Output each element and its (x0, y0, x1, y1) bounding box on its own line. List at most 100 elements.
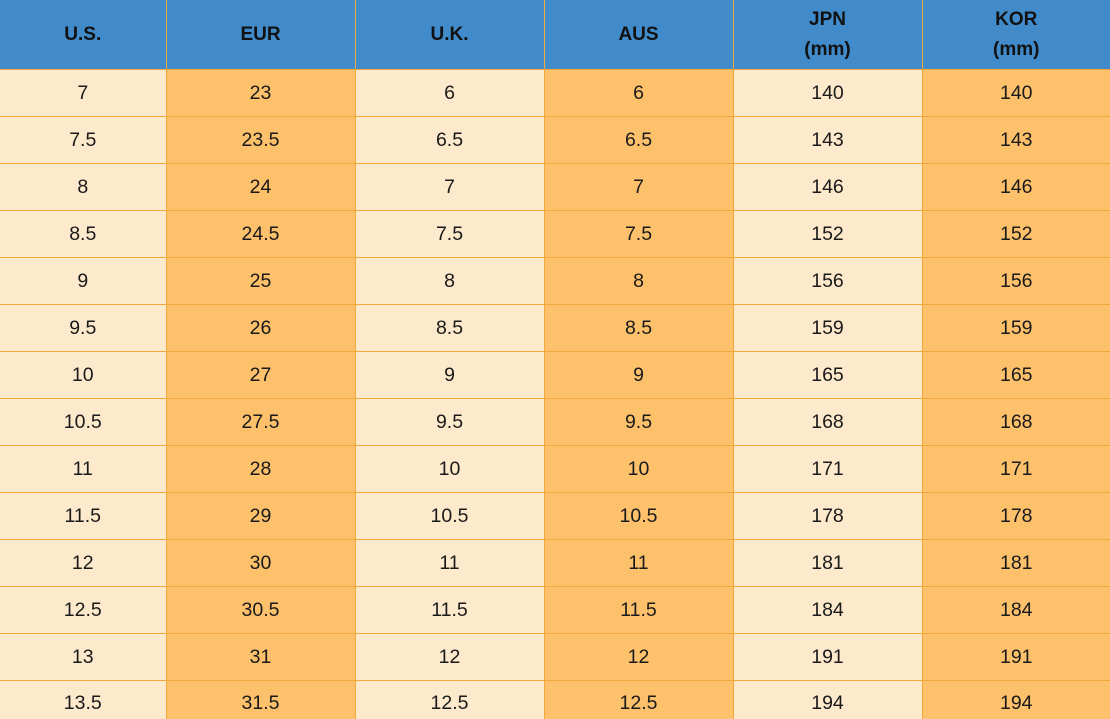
cell-jpn-mm: 181 (732, 539, 923, 587)
table-row: 8.5 24.5 7.5 7.5 152 152 (0, 210, 1110, 258)
cell-eur: 31 (165, 633, 356, 681)
cell-eur: 23.5 (165, 116, 356, 164)
table-body: 7 23 6 6 140 140 7.5 23.5 6.5 6.5 143 143 8 24 7 7 146 14… (0, 69, 1110, 719)
table-row: 12 30 11 11 181 181 (0, 539, 1110, 587)
cell-eur: 27.5 (165, 398, 356, 446)
cell-kor-mm: 181 (921, 539, 1110, 587)
table-row: 8 24 7 7 146 146 (0, 163, 1110, 211)
cell-us: 13 (0, 633, 167, 681)
cell-jpn-mm: 184 (732, 586, 923, 634)
cell-eur: 30.5 (165, 586, 356, 634)
table-row: 7.5 23.5 6.5 6.5 143 143 (0, 116, 1110, 164)
cell-eur: 25 (165, 257, 356, 305)
cell-jpn-mm: 159 (732, 304, 923, 352)
cell-us: 12 (0, 539, 167, 587)
cell-kor-mm: 171 (921, 445, 1110, 493)
cell-aus: 12 (543, 633, 734, 681)
cell-uk: 12.5 (354, 680, 545, 719)
cell-aus: 6 (543, 69, 734, 117)
cell-kor-mm: 168 (921, 398, 1110, 446)
header-kor-mm: KOR (mm) (921, 0, 1110, 70)
cell-kor-mm: 194 (921, 680, 1110, 719)
cell-uk: 10.5 (354, 492, 545, 540)
cell-aus: 8 (543, 257, 734, 305)
cell-aus: 6.5 (543, 116, 734, 164)
cell-kor-mm: 184 (921, 586, 1110, 634)
cell-eur: 30 (165, 539, 356, 587)
cell-eur: 28 (165, 445, 356, 493)
cell-uk: 11 (354, 539, 545, 587)
header-eur: EUR (165, 0, 356, 70)
header-us: U.S. (0, 0, 167, 70)
cell-kor-mm: 178 (921, 492, 1110, 540)
cell-kor-mm: 146 (921, 163, 1110, 211)
cell-jpn-mm: 140 (732, 69, 923, 117)
cell-aus: 9 (543, 351, 734, 399)
cell-eur: 27 (165, 351, 356, 399)
table-row: 10.5 27.5 9.5 9.5 168 168 (0, 398, 1110, 446)
cell-eur: 24.5 (165, 210, 356, 258)
cell-uk: 6.5 (354, 116, 545, 164)
cell-eur: 26 (165, 304, 356, 352)
cell-uk: 12 (354, 633, 545, 681)
cell-aus: 11.5 (543, 586, 734, 634)
cell-us: 7.5 (0, 116, 167, 164)
cell-us: 9.5 (0, 304, 167, 352)
cell-jpn-mm: 146 (732, 163, 923, 211)
cell-us: 8 (0, 163, 167, 211)
cell-jpn-mm: 143 (732, 116, 923, 164)
cell-uk: 8 (354, 257, 545, 305)
cell-jpn-mm: 194 (732, 680, 923, 719)
cell-aus: 11 (543, 539, 734, 587)
cell-aus: 10 (543, 445, 734, 493)
cell-jpn-mm: 152 (732, 210, 923, 258)
cell-eur: 31.5 (165, 680, 356, 719)
table-row: 9 25 8 8 156 156 (0, 257, 1110, 305)
cell-aus: 12.5 (543, 680, 734, 719)
cell-jpn-mm: 165 (732, 351, 923, 399)
cell-uk: 9 (354, 351, 545, 399)
table-row: 9.5 26 8.5 8.5 159 159 (0, 304, 1110, 352)
table-row: 12.5 30.5 11.5 11.5 184 184 (0, 586, 1110, 634)
cell-us: 9 (0, 257, 167, 305)
cell-kor-mm: 143 (921, 116, 1110, 164)
cell-jpn-mm: 178 (732, 492, 923, 540)
cell-jpn-mm: 168 (732, 398, 923, 446)
cell-us: 10 (0, 351, 167, 399)
cell-aus: 7 (543, 163, 734, 211)
cell-us: 8.5 (0, 210, 167, 258)
cell-us: 11.5 (0, 492, 167, 540)
cell-kor-mm: 159 (921, 304, 1110, 352)
table-row: 13 31 12 12 191 191 (0, 633, 1110, 681)
cell-aus: 9.5 (543, 398, 734, 446)
header-jpn-mm: JPN (mm) (732, 0, 923, 70)
header-aus: AUS (543, 0, 734, 70)
cell-uk: 7.5 (354, 210, 545, 258)
cell-aus: 7.5 (543, 210, 734, 258)
table-row: 11 28 10 10 171 171 (0, 445, 1110, 493)
cell-jpn-mm: 156 (732, 257, 923, 305)
cell-uk: 10 (354, 445, 545, 493)
cell-uk: 7 (354, 163, 545, 211)
table-row: 11.5 29 10.5 10.5 178 178 (0, 492, 1110, 540)
cell-uk: 6 (354, 69, 545, 117)
cell-us: 12.5 (0, 586, 167, 634)
cell-us: 13.5 (0, 680, 167, 719)
cell-kor-mm: 191 (921, 633, 1110, 681)
table-row: 13.5 31.5 12.5 12.5 194 194 (0, 680, 1110, 719)
table-row: 7 23 6 6 140 140 (0, 69, 1110, 117)
header-row: U.S. EUR U.K. AUS JPN (mm) KOR (mm) (0, 0, 1110, 70)
cell-us: 10.5 (0, 398, 167, 446)
cell-kor-mm: 152 (921, 210, 1110, 258)
cell-uk: 11.5 (354, 586, 545, 634)
cell-aus: 8.5 (543, 304, 734, 352)
header-uk: U.K. (354, 0, 545, 70)
cell-uk: 8.5 (354, 304, 545, 352)
cell-eur: 24 (165, 163, 356, 211)
cell-kor-mm: 140 (921, 69, 1110, 117)
cell-us: 11 (0, 445, 167, 493)
cell-aus: 10.5 (543, 492, 734, 540)
cell-jpn-mm: 171 (732, 445, 923, 493)
table-row: 10 27 9 9 165 165 (0, 351, 1110, 399)
cell-eur: 29 (165, 492, 356, 540)
